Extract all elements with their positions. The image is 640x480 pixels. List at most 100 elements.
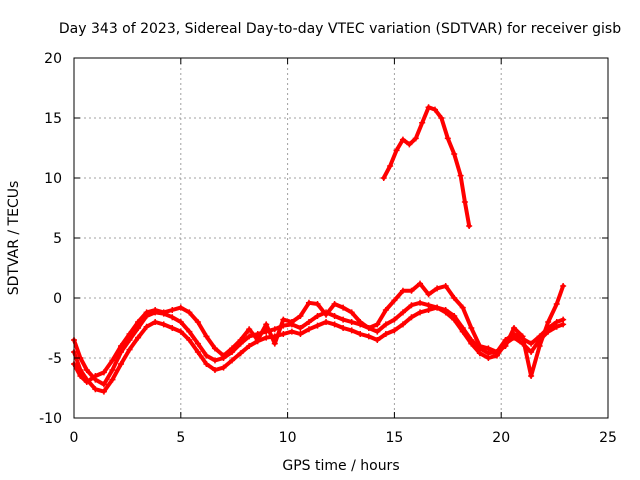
data-point <box>417 309 424 316</box>
data-point <box>152 307 159 313</box>
y-tick-label: -5 <box>48 351 62 367</box>
data-point <box>100 381 107 388</box>
data-point <box>194 319 201 325</box>
data-point <box>519 333 526 340</box>
data-point <box>466 223 473 229</box>
y-tick-label: 15 <box>44 111 62 127</box>
data-point <box>408 287 415 294</box>
data-point <box>211 367 218 373</box>
data-point <box>442 309 449 316</box>
data-point <box>485 355 492 361</box>
data-point <box>305 326 312 333</box>
data-point <box>382 331 389 337</box>
data-point <box>92 386 99 393</box>
data-point <box>511 334 518 341</box>
data-point <box>280 331 287 337</box>
data-point <box>246 343 253 349</box>
data-point <box>220 364 227 371</box>
x-axis-label: GPS time / hours <box>282 458 399 474</box>
data-point <box>220 352 227 359</box>
data-point <box>135 334 142 341</box>
data-point <box>374 337 381 343</box>
data-point <box>502 343 509 349</box>
data-point <box>380 175 387 181</box>
data-point <box>83 379 90 385</box>
y-tick-label: 20 <box>44 51 62 67</box>
tick-labels: 0 5 10 15 20 25 -10 -5 0 5 10 15 20 <box>39 51 617 446</box>
data-point <box>560 321 567 328</box>
data-point <box>340 304 347 311</box>
data-point <box>177 319 184 325</box>
data-point <box>391 297 398 304</box>
x-tick-label: 10 <box>279 430 297 446</box>
data-point <box>425 104 432 111</box>
data-point <box>425 307 432 313</box>
data-point <box>203 361 210 367</box>
data-point <box>374 328 381 335</box>
data-point <box>109 367 116 373</box>
data-point <box>493 349 500 355</box>
data-point <box>177 304 184 311</box>
ticks <box>73 57 609 419</box>
data-point <box>186 328 193 335</box>
x-tick-label: 25 <box>599 430 617 446</box>
series-layer <box>71 104 567 395</box>
data-point <box>365 333 372 340</box>
data-point <box>408 302 415 309</box>
data-point <box>83 367 90 373</box>
data-point <box>160 321 167 328</box>
data-point <box>263 321 270 328</box>
data-point <box>100 369 107 376</box>
data-point <box>109 357 116 364</box>
data-point <box>297 313 304 319</box>
data-point <box>357 319 364 325</box>
data-point <box>408 314 415 321</box>
data-point <box>444 135 451 142</box>
data-point <box>459 328 466 335</box>
data-point <box>431 106 438 113</box>
data-point <box>297 325 304 331</box>
data-point <box>528 373 535 379</box>
y-tick-label: 5 <box>53 231 62 247</box>
data-point <box>406 141 413 148</box>
data-point <box>186 309 193 316</box>
data-point <box>177 328 184 335</box>
data-point <box>135 319 142 325</box>
data-point <box>459 304 466 311</box>
data-point <box>323 311 330 318</box>
data-point <box>323 319 330 325</box>
data-point <box>237 350 244 357</box>
data-point <box>528 340 535 347</box>
data-point <box>314 301 321 307</box>
data-point <box>348 319 355 325</box>
y-tick-label: 10 <box>44 171 62 187</box>
data-point <box>280 316 287 323</box>
data-point <box>553 323 560 330</box>
data-point <box>434 285 441 292</box>
data-point <box>528 349 535 355</box>
data-point <box>92 373 99 379</box>
data-point <box>399 136 406 143</box>
data-point <box>331 313 338 319</box>
data-point <box>417 299 424 306</box>
data-point <box>109 376 116 383</box>
data-point <box>305 319 312 325</box>
data-point <box>348 327 355 334</box>
data-point <box>417 280 424 287</box>
data-point <box>254 337 261 343</box>
data-point <box>382 321 389 328</box>
data-point <box>419 119 426 126</box>
data-point <box>246 333 253 340</box>
data-point <box>438 115 445 121</box>
data-point <box>314 322 321 329</box>
data-point <box>288 328 295 335</box>
chart-title: Day 343 of 2023, Sidereal Day-to-day VTE… <box>59 21 621 37</box>
data-point <box>365 325 372 331</box>
data-point <box>545 319 552 325</box>
data-point <box>391 327 398 334</box>
data-point <box>194 340 201 347</box>
data-point <box>169 307 176 313</box>
data-point <box>169 325 176 331</box>
data-point <box>560 283 567 289</box>
data-point <box>485 345 492 352</box>
